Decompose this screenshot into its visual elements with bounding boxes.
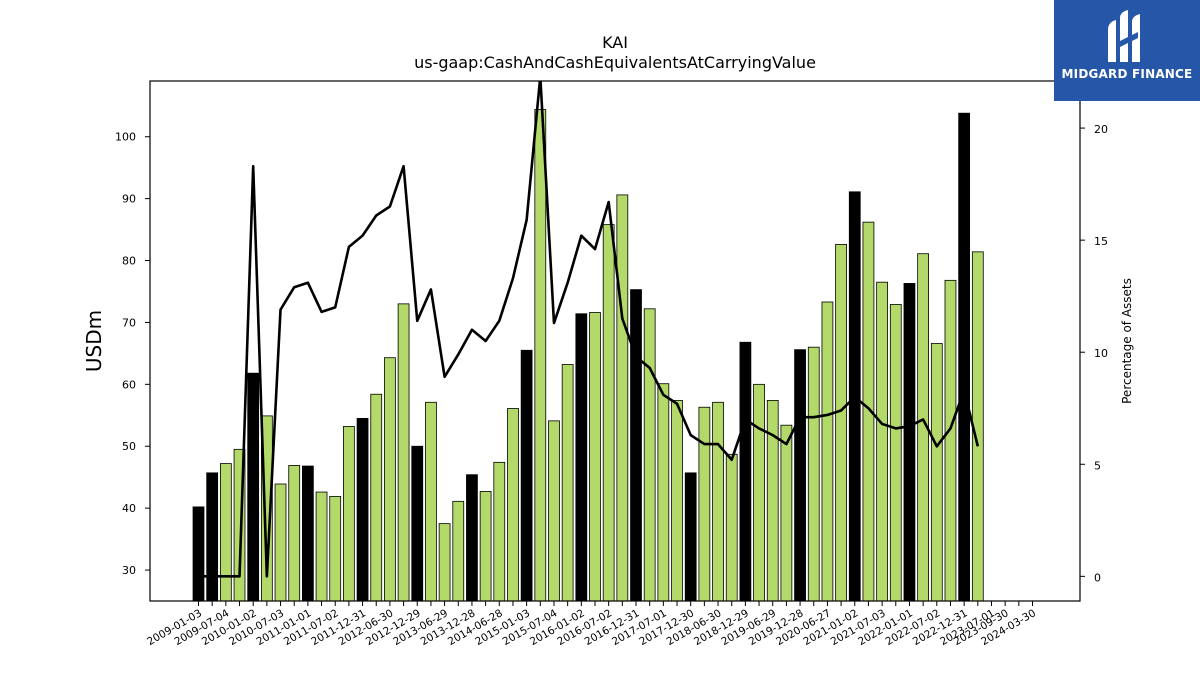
bar xyxy=(206,472,219,602)
y-tick-label: 80 xyxy=(122,255,136,268)
bar xyxy=(753,383,765,602)
bar xyxy=(643,308,656,602)
bar xyxy=(876,281,888,602)
bar xyxy=(575,313,588,602)
chart-subtitle: us-gaap:CashAndCashEquivalentsAtCarrying… xyxy=(414,53,816,72)
y-axis-label: USDm xyxy=(82,310,106,372)
bar xyxy=(548,420,560,602)
bar xyxy=(958,112,971,602)
y-tick-label: 40 xyxy=(122,502,136,515)
bar xyxy=(247,372,260,602)
y-tick-label: 90 xyxy=(122,193,136,206)
bar xyxy=(657,383,670,602)
bar xyxy=(425,401,437,602)
y2-tick-label: 5 xyxy=(1094,459,1101,472)
bar xyxy=(835,244,847,602)
bar xyxy=(493,461,506,602)
bar xyxy=(274,483,287,602)
y2-tick-label: 20 xyxy=(1094,123,1108,136)
bar xyxy=(684,472,697,602)
bar xyxy=(315,491,328,602)
bar xyxy=(329,495,342,602)
logo-text: MIDGARD FINANCE xyxy=(1061,67,1193,81)
bar xyxy=(219,463,232,602)
bar xyxy=(698,406,711,602)
bar xyxy=(616,194,629,602)
plot-frame xyxy=(149,80,1081,602)
bar xyxy=(739,341,752,602)
bar xyxy=(903,283,916,602)
bar xyxy=(534,109,547,602)
brand-logo: MIDGARD FINANCE xyxy=(1054,0,1200,101)
bar xyxy=(807,346,820,602)
line-percentage-of-assets xyxy=(198,81,980,578)
bar xyxy=(930,343,943,602)
bar-group xyxy=(192,109,984,602)
y-axis-right: 0 5 10 15 20 xyxy=(1080,123,1108,584)
bar xyxy=(780,424,793,602)
bar xyxy=(889,304,902,602)
bar xyxy=(507,408,519,602)
x-axis: 2009-01-032009-07-042010-01-022010-07-03… xyxy=(145,601,1038,648)
bar xyxy=(302,465,314,602)
bar xyxy=(561,364,574,602)
bar xyxy=(602,224,615,602)
bar xyxy=(438,523,451,602)
line-series xyxy=(198,81,980,578)
y-tick-label: 100 xyxy=(115,131,136,144)
y2-axis-label: Percentage of Assets xyxy=(1120,278,1134,404)
bar xyxy=(479,491,492,602)
bar xyxy=(589,312,601,602)
bar xyxy=(397,303,410,602)
bar xyxy=(794,349,806,602)
y-tick-label: 70 xyxy=(122,316,136,329)
bar xyxy=(288,465,301,602)
y2-tick-label: 15 xyxy=(1094,235,1108,248)
y-axis-left: 30 40 50 60 70 80 90 100 xyxy=(115,131,150,577)
bar xyxy=(725,453,738,602)
bar xyxy=(821,301,834,602)
bar xyxy=(411,445,424,602)
y-tick-label: 30 xyxy=(122,564,136,577)
bar xyxy=(630,289,642,602)
bar xyxy=(343,426,355,602)
bar xyxy=(520,349,533,602)
bar xyxy=(944,279,957,602)
bar xyxy=(766,400,779,602)
y2-tick-label: 10 xyxy=(1094,347,1108,360)
y-tick-label: 60 xyxy=(122,378,136,391)
bar xyxy=(466,474,478,602)
chart-title: KAI xyxy=(602,33,628,52)
bar xyxy=(370,393,383,602)
y-tick-label: 50 xyxy=(122,440,136,453)
bar xyxy=(671,400,683,602)
bar xyxy=(712,401,724,602)
bar xyxy=(192,506,205,602)
midgard-logo-icon xyxy=(1108,10,1140,62)
bar xyxy=(452,500,465,602)
bar xyxy=(356,417,369,602)
y2-tick-label: 0 xyxy=(1094,571,1101,584)
bar xyxy=(384,357,396,602)
